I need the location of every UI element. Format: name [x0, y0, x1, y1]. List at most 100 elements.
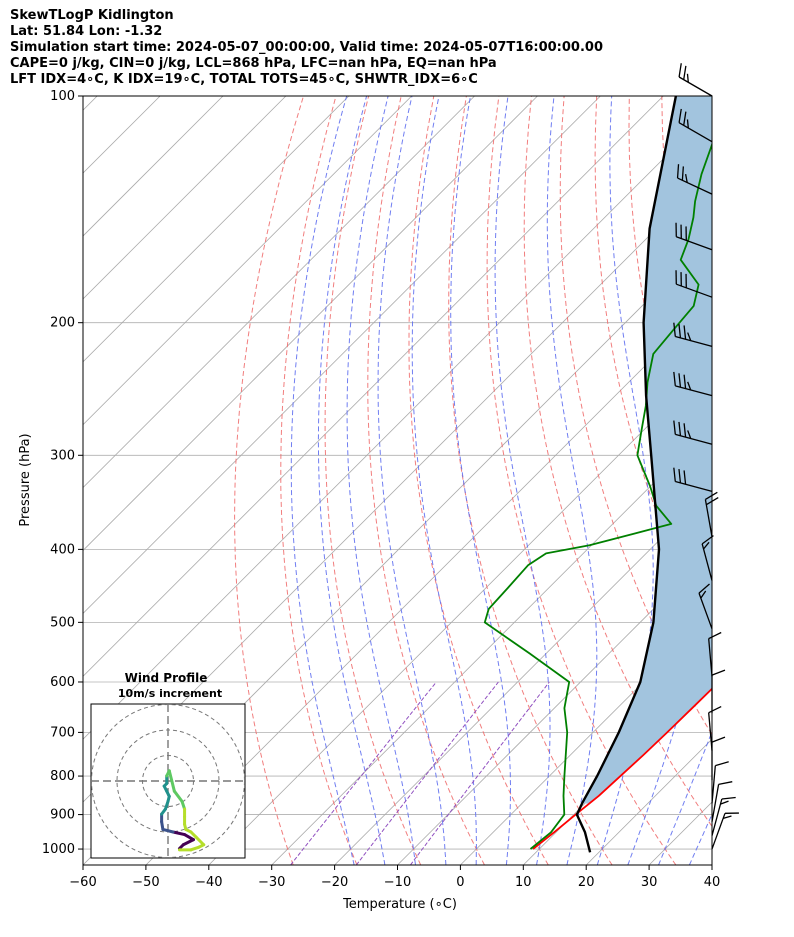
y-tick-label: 200 — [50, 316, 75, 331]
y-tick-label: 500 — [50, 615, 75, 630]
isotherm-line — [83, 96, 601, 614]
moist-adiabat — [720, 96, 794, 865]
y-axis-label: Pressure (hPa) — [18, 433, 33, 526]
chart-title: SkewTLogP Kidlington — [10, 8, 174, 23]
mixing-ratio-line — [290, 681, 437, 865]
location-line: Lat: 51.84 Lon: -1.32 — [10, 24, 163, 39]
wind-barb — [711, 736, 726, 781]
cape-line: CAPE=0 j/kg, CIN=0 j/kg, LCL=868 hPa, LF… — [10, 56, 497, 71]
wind-barb — [711, 781, 733, 822]
dry-adiabat — [523, 96, 712, 828]
moist-adiabat — [450, 96, 511, 865]
wind-barb — [678, 63, 713, 97]
hodograph-segment — [167, 769, 176, 793]
wind-barb — [698, 583, 713, 630]
isotherm-line — [334, 487, 712, 865]
mixing-ratio-line — [409, 681, 550, 865]
y-tick-label: 600 — [50, 675, 75, 690]
y-tick-label: 800 — [50, 769, 75, 784]
isotherm-line — [83, 96, 538, 552]
isotherm-line — [460, 612, 712, 865]
y-tick-label: 400 — [50, 542, 75, 557]
x-tick-label: 20 — [578, 875, 595, 890]
hodograph-inset: Wind Profile 10m/s increment — [90, 671, 246, 859]
isotherm-line — [83, 96, 224, 237]
dry-adiabat — [324, 96, 422, 865]
x-tick-label: 0 — [456, 875, 464, 890]
isotherm-line — [83, 96, 412, 426]
wind-barb — [704, 491, 719, 537]
x-tick-label: 10 — [515, 875, 532, 890]
hodograph-segment — [194, 835, 206, 847]
wind-barb — [708, 706, 722, 751]
wind-barb — [701, 535, 714, 581]
isotherm-line — [83, 96, 475, 489]
moist-adiabat — [494, 96, 551, 865]
mixing-ratio-line — [355, 681, 499, 865]
temperature-profile — [532, 687, 712, 850]
hodograph-segment — [172, 789, 184, 803]
isotherm-line — [271, 424, 712, 865]
y-tick-label: 300 — [50, 448, 75, 463]
y-tick-label: 900 — [50, 808, 75, 823]
dry-adiabat — [727, 96, 794, 865]
hodograph-subtitle: 10m/s increment — [118, 687, 222, 700]
dry-adiabat — [448, 96, 613, 865]
cin-shade — [582, 96, 712, 804]
moist-adiabat — [377, 96, 447, 865]
wind-barb — [673, 420, 713, 445]
y-tick-label: 100 — [50, 89, 75, 104]
isotherm-line — [83, 96, 664, 677]
isotherm-line — [208, 361, 712, 865]
x-axis-label: Temperature (∘C) — [342, 897, 457, 912]
wind-barb — [678, 108, 713, 143]
dry-adiabat — [486, 96, 677, 865]
wind-barb — [675, 222, 713, 251]
wind-barbs — [673, 63, 739, 850]
isotherm-line — [83, 109, 712, 740]
hodograph-segment — [161, 827, 175, 834]
moist-adiabat — [346, 96, 416, 865]
x-tick-label: −60 — [69, 875, 96, 890]
moist-adiabat — [627, 96, 712, 865]
y-tick-label: 1000 — [42, 842, 75, 857]
moist-adiabat — [317, 96, 386, 865]
wind-barb — [708, 631, 722, 677]
x-tick-label: −20 — [321, 875, 348, 890]
x-tick-label: 40 — [704, 875, 721, 890]
isotherm-line — [711, 864, 712, 865]
wind-barb — [711, 812, 739, 850]
x-tick-label: −30 — [258, 875, 285, 890]
hodograph-segment — [183, 833, 195, 842]
parcel-profile — [575, 96, 678, 853]
wind-barb — [673, 322, 713, 347]
wind-barb — [676, 164, 713, 195]
x-tick-label: −40 — [195, 875, 222, 890]
isotherm-line — [775, 96, 794, 865]
hodograph-segment — [171, 830, 187, 837]
index-line: LFT IDX=4∘C, K IDX=19∘C, TOTAL TOTS=45∘C… — [10, 72, 478, 87]
isotherm-line — [83, 96, 287, 300]
x-tick-label: −50 — [132, 875, 159, 890]
wind-barb — [673, 467, 713, 493]
isotherm-line — [145, 298, 712, 865]
x-tick-label: −10 — [384, 875, 411, 890]
moist-adiabat — [658, 730, 712, 865]
dewpoint-profile — [483, 141, 712, 850]
time-line: Simulation start time: 2024-05-07_00:00:… — [10, 40, 603, 55]
wind-barb — [673, 371, 713, 397]
dry-adiabat — [234, 96, 304, 865]
plot-area — [83, 96, 794, 865]
moist-adiabat — [290, 96, 355, 865]
moist-adiabat — [546, 96, 598, 865]
wind-barb — [711, 761, 729, 804]
y-tick-label: 700 — [50, 725, 75, 740]
hodograph-segment — [181, 838, 195, 847]
wind-barb — [675, 270, 713, 298]
isotherm-line — [83, 96, 350, 363]
dry-adiabat — [367, 96, 485, 865]
dry-adiabat — [280, 96, 358, 865]
hodograph-title: Wind Profile — [125, 671, 208, 685]
